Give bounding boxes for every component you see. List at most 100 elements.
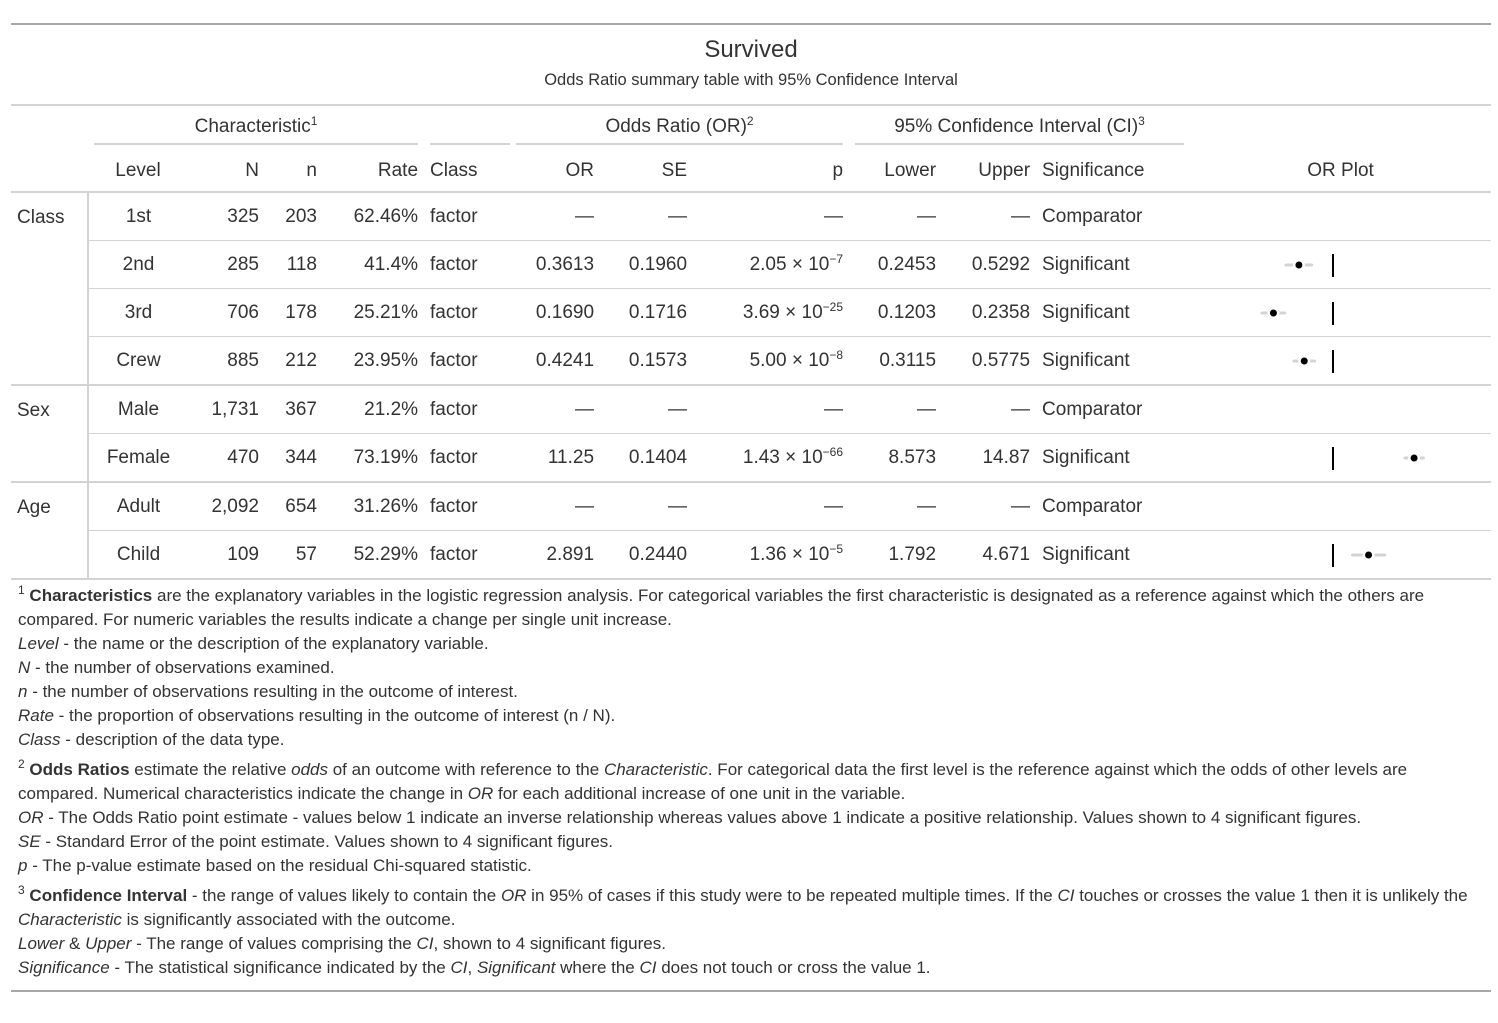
cell-n: 203 [265, 191, 323, 241]
cell-lower: 8.573 [849, 433, 943, 482]
table-row: Class 1st 325 203 62.46% factor — — — — — Comparato… [11, 191, 1492, 385]
cell-n: 470 [188, 433, 265, 482]
cell-or: 0.3613 [510, 240, 601, 289]
cell-rate: 23.95% [323, 336, 425, 385]
cell-class: factor [424, 288, 511, 337]
cell-lower: 0.1203 [849, 288, 943, 337]
cell-sig: Significant [1036, 336, 1191, 385]
cell-p: 2.05 × 10−7 [693, 240, 850, 289]
column-header-p: p [693, 151, 850, 193]
cell-n: 325 [188, 191, 265, 241]
cell-class: factor [424, 336, 511, 385]
cell-rate: 62.46% [323, 191, 425, 241]
cell-rate: 31.26% [323, 481, 425, 531]
cell-sig: Significant [1036, 288, 1191, 337]
or-plot-cell [1190, 384, 1492, 434]
or-point [1410, 454, 1418, 461]
cell-n: 706 [188, 288, 265, 337]
or-point [1365, 551, 1373, 558]
cell-level: Male [88, 384, 188, 434]
cell-sig: Comparator [1036, 384, 1191, 434]
cell-upper: 0.2358 [942, 288, 1037, 337]
cell-upper: 0.5775 [942, 336, 1037, 385]
cell-upper: — [942, 384, 1037, 434]
cell-class: factor [424, 481, 511, 531]
cell-level: Child [88, 530, 188, 578]
cell-upper: 14.87 [942, 433, 1037, 482]
or-plot-cell [1190, 433, 1492, 482]
or-plot-cell [1190, 481, 1492, 531]
cell-class: factor [424, 191, 511, 241]
odds-ratio-table: Characteristic1 Odds Ratio (OR)2 95% Con… [11, 104, 1492, 578]
cell-upper: 0.5292 [942, 240, 1037, 289]
cell-level: Crew [88, 336, 188, 385]
cell-p: — [693, 481, 850, 531]
cell-or: 0.1690 [510, 288, 601, 337]
cell-upper: — [942, 481, 1037, 531]
cell-or: 0.4241 [510, 336, 601, 385]
or-plot [1260, 301, 1335, 325]
group-label: Class [11, 191, 89, 385]
cell-rate: 41.4% [323, 240, 425, 289]
cell-p: 1.36 × 10−5 [693, 530, 850, 578]
cell-level: 2nd [88, 240, 188, 289]
cell-n: 178 [265, 288, 323, 337]
footnote: 3 Confidence Interval - the range of val… [18, 883, 1468, 977]
cell-se: — [600, 384, 694, 434]
spanner-characteristic: Characteristic1 [88, 105, 424, 151]
cell-or: — [510, 384, 601, 434]
cell-class: factor [424, 530, 511, 578]
or-point [1269, 309, 1277, 316]
cell-se: — [600, 191, 694, 241]
column-header-se: SE [600, 151, 694, 193]
cell-class: factor [424, 240, 511, 289]
column-header-significance: Significance [1036, 151, 1191, 193]
cell-rate: 21.2% [323, 384, 425, 434]
cell-level: 3rd [88, 288, 188, 337]
table-row: 3rd 706 178 25.21% factor 0.1690 0.1716 3.69 × … [11, 288, 1492, 337]
column-header-class: Class [424, 151, 511, 193]
cell-p: — [693, 191, 850, 241]
cell-n: 285 [188, 240, 265, 289]
table-row: Crew 885 212 23.95% factor 0.4241 0.1573 5.00 ×… [11, 336, 1492, 385]
cell-class: factor [424, 384, 511, 434]
cell-n: 344 [265, 433, 323, 482]
table-subtitle: Odds Ratio summary table with 95% Confid… [544, 71, 958, 89]
cell-p: — [693, 384, 850, 434]
column-header-lower: Lower [849, 151, 943, 193]
cell-p: 1.43 × 10−66 [693, 433, 850, 482]
cell-rate: 25.21% [323, 288, 425, 337]
cell-upper: — [942, 191, 1037, 241]
cell-n: 57 [265, 530, 323, 578]
column-header-or-plot: OR Plot [1190, 151, 1492, 193]
column-header-or: OR [510, 151, 601, 193]
cell-n: 118 [265, 240, 323, 289]
cell-sig: Significant [1036, 240, 1191, 289]
column-header-upper: Upper [942, 151, 1037, 193]
cell-se: 0.1716 [600, 288, 694, 337]
or-point [1300, 357, 1308, 364]
cell-n: 2,092 [188, 481, 265, 531]
table-title: Survived [704, 36, 798, 63]
cell-or: 11.25 [510, 433, 601, 482]
cell-lower: — [849, 191, 943, 241]
or-plot-cell [1190, 530, 1492, 578]
cell-p: 5.00 × 10−8 [693, 336, 850, 385]
cell-lower: — [849, 384, 943, 434]
or-point [1295, 261, 1303, 268]
cell-upper: 4.671 [942, 530, 1037, 578]
or-plot [1284, 253, 1335, 277]
footnote: 1 Characteristics are the explanatory va… [18, 583, 1425, 749]
cell-class: factor [424, 433, 511, 482]
cell-n: 367 [265, 384, 323, 434]
cell-se: 0.1573 [600, 336, 694, 385]
cell-or: — [510, 481, 601, 531]
summary-table: Survived Odds Ratio summary table with 9… [11, 23, 1492, 992]
footnotes: 1 Characteristics are the explanatory va… [11, 578, 1491, 990]
footnote: 2 Odds Ratios estimate the relative odds… [18, 757, 1408, 875]
cell-rate: 73.19% [323, 433, 425, 482]
table-row: 2nd 285 118 41.4% factor 0.3613 0.1960 2.05 × 1… [11, 240, 1492, 289]
column-header-rate: Rate [323, 151, 425, 193]
or-plot [1332, 543, 1387, 567]
cell-sig: Comparator [1036, 481, 1191, 531]
